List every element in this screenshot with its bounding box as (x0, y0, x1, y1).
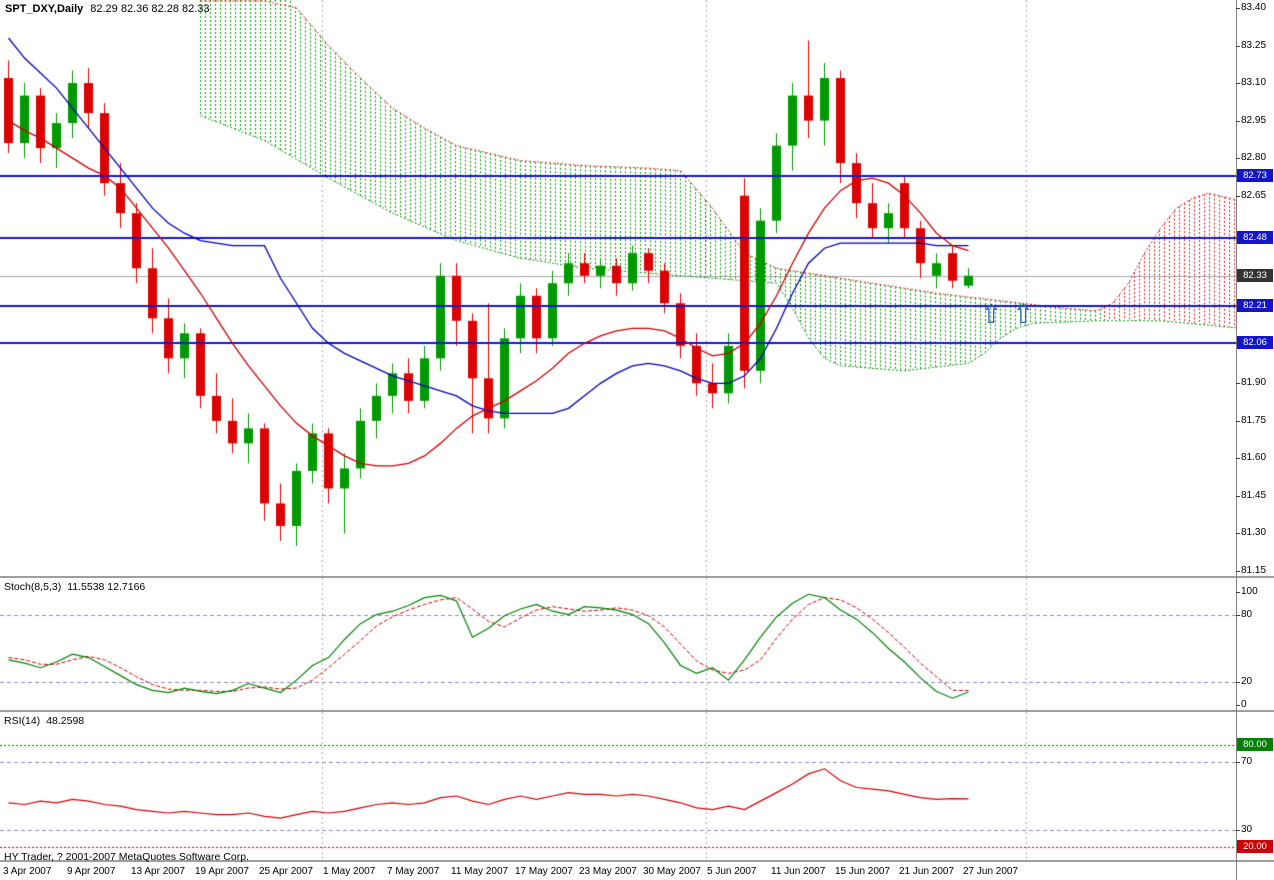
price-axis-label: 81.60 (1241, 452, 1267, 464)
date-axis-label: 13 Apr 2007 (131, 866, 185, 877)
stoch-axis-label: 0 (1241, 699, 1247, 710)
stoch-axis-label: 80 (1241, 608, 1253, 620)
date-axis-label: 15 Jun 2007 (835, 866, 891, 877)
rsi-axis-label: 70 (1241, 756, 1253, 767)
chart-ohlc-values: 82.29 82.36 82.28 82.33 (90, 3, 210, 15)
price-line-label-box: 82.21 (1237, 298, 1273, 312)
date-axis-label: 7 May 2007 (387, 866, 440, 877)
price-axis-label: 82.95 (1241, 114, 1267, 126)
price-axis-label: 81.75 (1241, 414, 1267, 426)
axis-tick-mark (1236, 614, 1240, 616)
axis-tick-mark (1236, 45, 1240, 47)
stochastic-name: Stoch(8,5,3) (4, 581, 62, 593)
rsi-panel-canvas[interactable] (0, 712, 1236, 860)
date-axis-label: 3 Apr 2007 (3, 866, 52, 877)
price-axis-label: 81.45 (1241, 489, 1267, 501)
copyright-text: HY Trader, ? 2001-2007 MetaQuotes Softwa… (4, 851, 249, 863)
rsi-axis-label: 30 (1241, 824, 1253, 835)
price-line-label-box: 82.06 (1237, 336, 1273, 350)
axis-tick-mark (1236, 458, 1240, 460)
axis-tick-mark (1236, 682, 1240, 684)
axis-tick-mark (1236, 762, 1240, 763)
price-axis-label: 83.25 (1241, 39, 1267, 51)
axis-tick-mark (1236, 571, 1240, 572)
main-chart-canvas[interactable] (0, 0, 1236, 576)
stoch-axis-label: 100 (1241, 586, 1258, 597)
date-axis-label: 19 Apr 2007 (195, 866, 249, 877)
date-axis-label: 21 Jun 2007 (899, 866, 955, 877)
axis-tick-mark (1236, 120, 1240, 122)
price-axis-label: 83.10 (1241, 77, 1267, 89)
panel-separator[interactable] (0, 710, 1274, 712)
date-axis-label: 27 Jun 2007 (963, 866, 1019, 877)
rsi-name: RSI(14) (4, 715, 41, 727)
price-line-label-box: 82.73 (1237, 168, 1273, 182)
date-axis-label: 1 May 2007 (323, 866, 376, 877)
chart-symbol-timeframe: SPT_DXY,Daily (5, 3, 84, 15)
price-axis (1236, 0, 1237, 880)
axis-tick-mark (1236, 383, 1240, 385)
axis-tick-mark (1236, 83, 1240, 85)
rsi-level-box: 20.00 (1237, 840, 1273, 853)
up-arrow-icon[interactable]: ⇧ (980, 299, 1003, 330)
chart-title: SPT_DXY,Daily 82.29 82.36 82.28 82.33 (5, 3, 210, 15)
price-axis-label: 82.65 (1241, 189, 1267, 201)
date-axis-label: 17 May 2007 (515, 866, 573, 877)
current-price-box: 82.33 (1237, 268, 1273, 282)
time-axis-separator (0, 860, 1274, 862)
price-line-label-box: 82.48 (1237, 231, 1273, 245)
date-axis-label: 11 Jun 2007 (771, 866, 826, 877)
axis-tick-mark (1236, 830, 1240, 831)
price-axis-label: 83.40 (1241, 2, 1267, 13)
rsi-value: 48.2598 (46, 715, 85, 727)
stochastic-values: 11.5538 12.7166 (67, 581, 146, 593)
panel-separator[interactable] (0, 576, 1274, 578)
date-axis-label: 25 Apr 2007 (259, 866, 313, 877)
up-arrow-icon[interactable]: ⇧ (1012, 299, 1035, 330)
price-axis-label: 81.30 (1241, 527, 1267, 539)
axis-tick-mark (1236, 420, 1240, 422)
stochastic-indicator-label: Stoch(8,5,3) 11.5538 12.7166 (4, 581, 145, 593)
axis-tick-mark (1236, 592, 1240, 593)
rsi-indicator-label: RSI(14) 48.2598 (4, 715, 84, 727)
date-axis-label: 11 May 2007 (451, 866, 509, 877)
rsi-level-box: 80.00 (1237, 738, 1273, 751)
axis-tick-mark (1236, 495, 1240, 497)
stochastic-panel-canvas[interactable] (0, 578, 1236, 710)
axis-tick-mark (1236, 195, 1240, 197)
axis-tick-mark (1236, 533, 1240, 535)
price-axis-label: 82.80 (1241, 152, 1267, 164)
date-axis-label: 9 Apr 2007 (67, 866, 116, 877)
date-axis-label: 23 May 2007 (579, 866, 637, 877)
date-axis-label: 5 Jun 2007 (707, 866, 757, 877)
stoch-axis-label: 20 (1241, 676, 1253, 688)
price-axis-label: 81.15 (1241, 565, 1267, 576)
axis-tick-mark (1236, 705, 1240, 706)
date-axis-label: 30 May 2007 (643, 866, 701, 877)
axis-tick-mark (1236, 8, 1240, 9)
axis-tick-mark (1236, 158, 1240, 160)
price-axis-label: 81.90 (1241, 377, 1267, 389)
